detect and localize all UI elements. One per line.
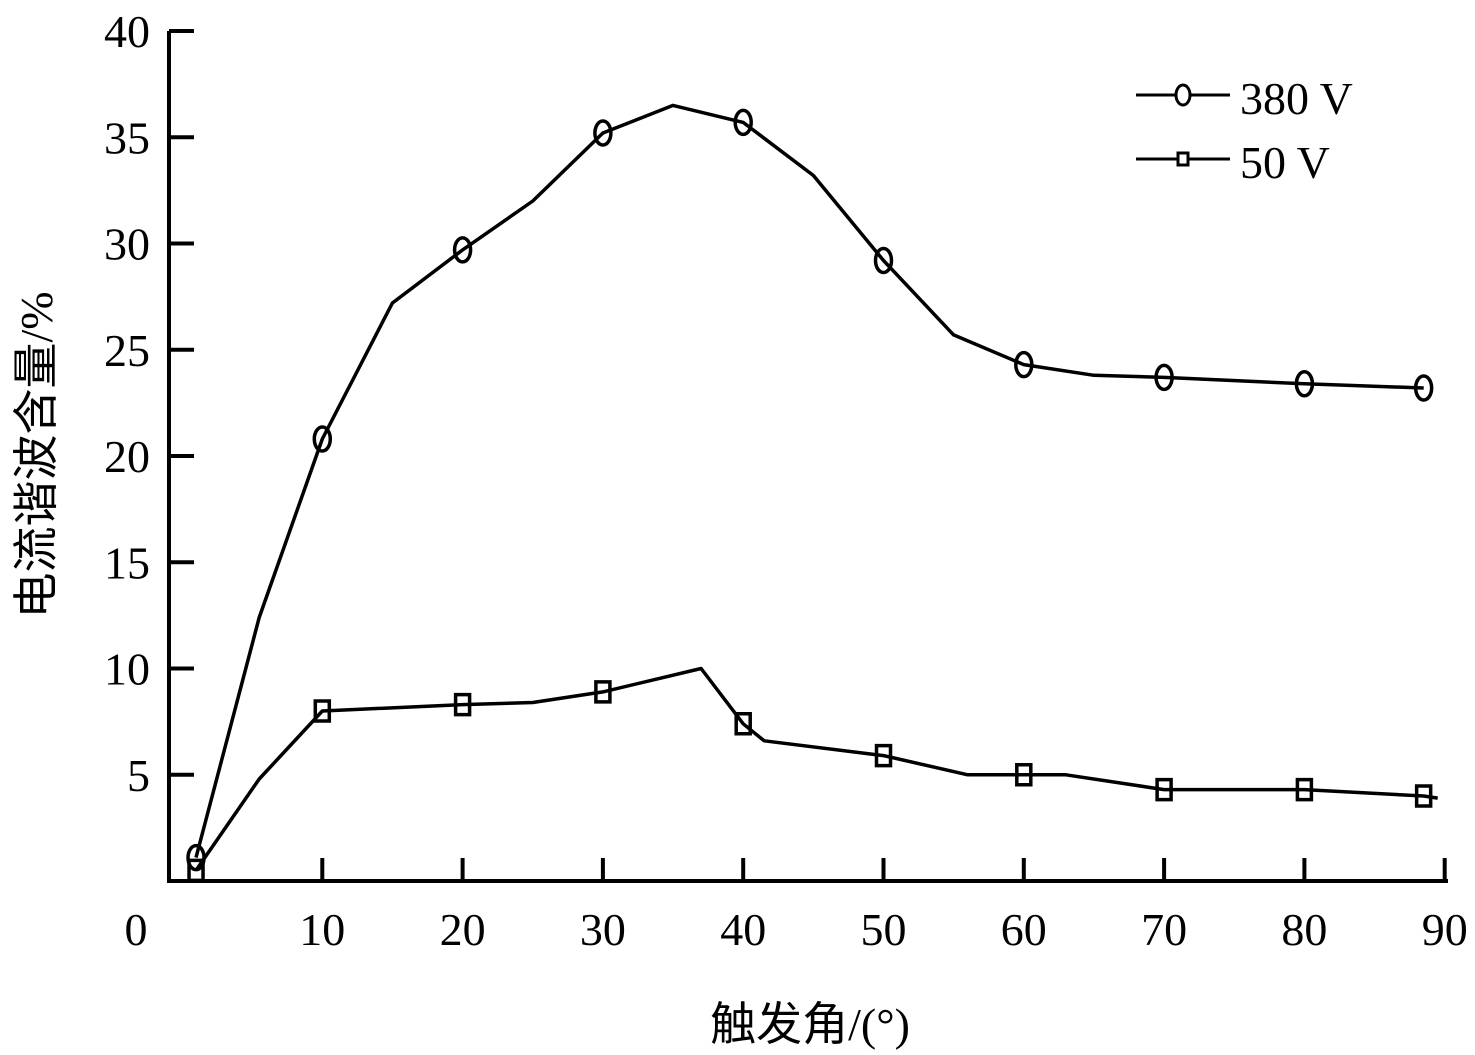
series-line-380v: [194, 103, 1424, 859]
circle-marker-icon: [312, 425, 333, 453]
y-tick-label: 40: [104, 6, 150, 57]
x-tick-label: 10: [299, 904, 345, 955]
y-tick-label: 15: [104, 537, 150, 588]
square-marker-icon: [313, 699, 332, 723]
y-tick-label: 30: [104, 219, 150, 270]
square-marker-icon: [1414, 784, 1433, 808]
square-marker-icon: [1015, 763, 1033, 787]
square-marker-icon: [1176, 151, 1190, 167]
x-tick-label: 70: [1141, 904, 1187, 955]
legend: 380 V 50 V: [1136, 73, 1353, 188]
circle-marker-icon: [1014, 350, 1034, 379]
circle-marker-icon: [733, 108, 753, 137]
x-axis-title: 触发角/(°): [710, 999, 910, 1050]
series-layer: [186, 103, 1438, 883]
circle-marker-icon: [452, 236, 473, 264]
circle-marker-icon: [593, 119, 613, 147]
x-tick-label: 20: [440, 904, 486, 955]
circle-marker-icon: [1154, 363, 1174, 392]
circle-marker-icon: [1294, 370, 1315, 398]
x-tick-label: 40: [720, 904, 766, 955]
series-line-50v: [194, 666, 1438, 872]
square-marker-icon: [594, 680, 612, 704]
square-marker-icon: [734, 712, 752, 736]
x-tick-label: 90: [1422, 904, 1468, 955]
circle-marker-icon: [1174, 83, 1192, 107]
square-marker-icon: [1295, 777, 1314, 802]
x-tick-label: 30: [580, 904, 626, 955]
x-tick-label: 50: [861, 904, 907, 955]
y-axis-title: 电流谐波含量/%: [11, 291, 62, 618]
y-tick-label: 25: [104, 325, 150, 376]
x-axis-ticks: 0 10 20 30 40 50 60 70 80 90: [125, 858, 1468, 955]
legend-label-380v: 380 V: [1240, 73, 1353, 124]
legend-item-380v: 380 V: [1136, 73, 1353, 124]
x-tick-label: 80: [1281, 904, 1327, 955]
square-marker-icon: [874, 743, 893, 768]
x-tick-label: 60: [1001, 904, 1047, 955]
square-marker-icon: [453, 692, 472, 717]
y-tick-label: 20: [104, 431, 150, 482]
x-tick-label: 0: [125, 904, 148, 955]
square-marker-icon: [1155, 777, 1173, 802]
y-tick-label: 10: [104, 644, 150, 695]
legend-label-50v: 50 V: [1240, 137, 1330, 188]
square-marker-icon: [187, 858, 205, 883]
y-tick-label: 5: [127, 750, 150, 801]
y-axis-ticks: 5 10 15 20 25 30 35 40: [104, 6, 194, 801]
circle-marker-icon: [1413, 374, 1434, 402]
y-tick-label: 35: [104, 112, 150, 163]
circle-marker-icon: [873, 246, 894, 275]
legend-item-50v: 50 V: [1136, 137, 1330, 188]
